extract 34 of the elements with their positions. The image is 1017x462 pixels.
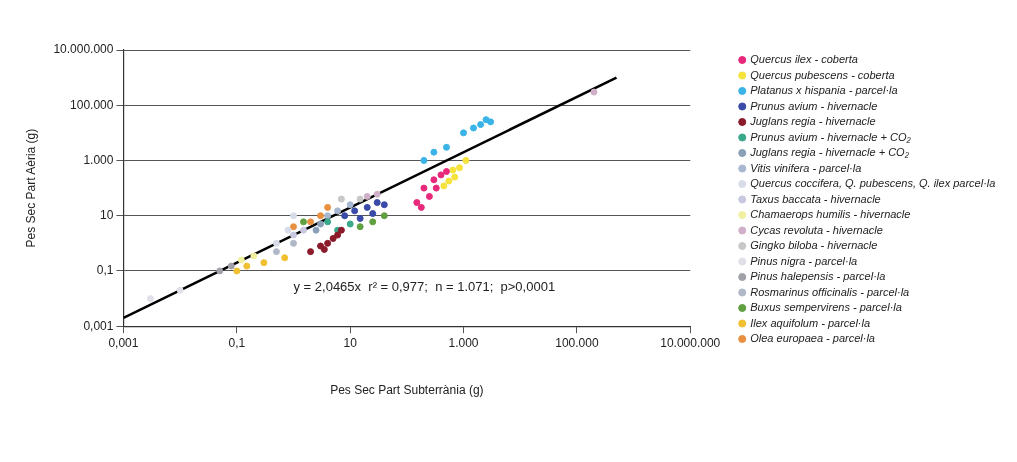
- x-tick-label: 0,1: [228, 335, 246, 350]
- legend-label: Quercus pubescens - coberta: [750, 68, 895, 81]
- legend-label: Olea europaea - parcel·la: [750, 332, 875, 345]
- legend-label: Cycas revoluta - hivernacle: [750, 223, 883, 236]
- annotation: y = 2,0465x r² = 0,977; n = 1.071; p>0,0001: [293, 279, 556, 295]
- y-tick-label: 0,001: [83, 318, 114, 333]
- legend-label: Prunus avium - hivernacle + CO₂: [750, 130, 912, 143]
- y-tick-label: 10.000.000: [53, 42, 114, 57]
- x-axis-title: Pes Sec Part Subterrània (g): [330, 383, 484, 398]
- y-axis-title: Pes Sec Part Aèria (g): [23, 128, 38, 248]
- legend-label: Platanus x hispania - parcel·la: [750, 84, 898, 97]
- legend-label: Pinus halepensis - parcel·la: [750, 270, 886, 283]
- legend-label: Chamaerops humilis - hivernacle: [750, 208, 911, 221]
- x-tick-label: 10.000.000: [660, 335, 721, 350]
- y-tick-label: 1.000: [83, 152, 114, 167]
- y-tick-label: 100.000: [70, 97, 114, 112]
- legend-label: Prunus avium - hivernacle: [750, 99, 878, 112]
- y-tick-label: 10: [100, 208, 114, 223]
- legend-label: Ilex aquifolum - parcel·la: [750, 316, 871, 329]
- legend-label: Juglans regia - hivernacle + CO₂: [749, 146, 910, 159]
- legend-label: Taxus baccata - hivernacle: [750, 192, 881, 205]
- legend-label: Buxus sempervirens - parcel·la: [750, 301, 902, 314]
- y-tick-label: 0,1: [96, 263, 114, 278]
- legend-label: Rosmarinus officinalis - parcel·la: [750, 285, 910, 298]
- x-tick-label: 0,001: [108, 335, 139, 350]
- x-tick-label: 1.000: [448, 335, 479, 350]
- x-tick-label: 100.000: [555, 335, 599, 350]
- legend-label: Pinus nigra - parcel·la: [750, 254, 858, 267]
- x-tick-label: 10: [343, 335, 358, 350]
- legend-label: Quercus coccifera, Q. pubescens, Q. ilex parcel·la: [750, 177, 996, 190]
- legend-label: Gingko biloba - hivernacle: [750, 239, 878, 252]
- legend-label: Vitis vinifera - parcel·la: [750, 161, 862, 174]
- legend-label: Quercus ilex - coberta: [750, 53, 858, 66]
- legend-label: Juglans regia - hivernacle: [749, 115, 876, 128]
